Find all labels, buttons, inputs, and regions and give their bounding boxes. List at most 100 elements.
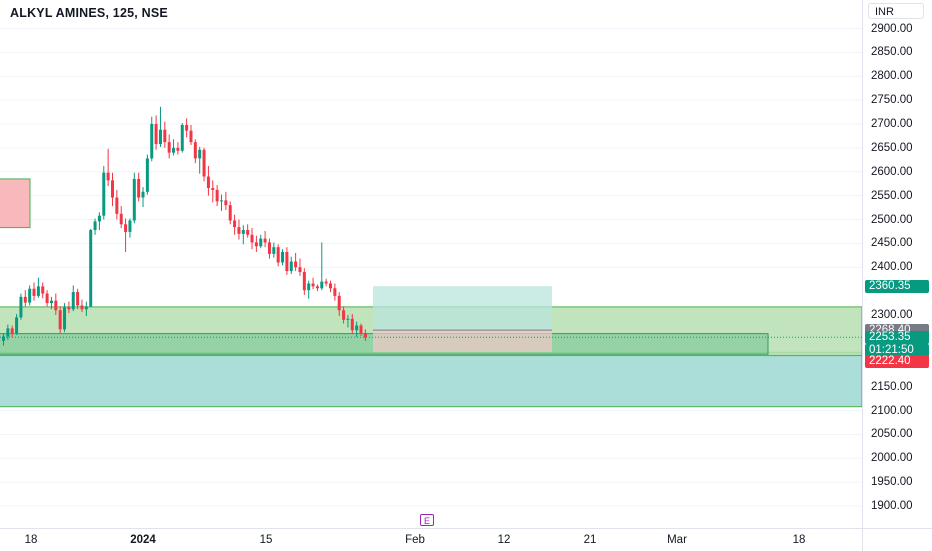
candle-body <box>49 300 53 304</box>
candle-body <box>324 281 328 284</box>
supply-zone <box>0 178 31 229</box>
candle-body <box>124 224 128 232</box>
price-tick-label: 2550.00 <box>871 189 913 202</box>
candle-body <box>302 272 306 291</box>
price-tick-label: 2750.00 <box>871 94 913 107</box>
candle-body <box>337 295 341 311</box>
time-tick-label: 21 <box>583 534 597 546</box>
price-tick-label: 2900.00 <box>871 22 913 35</box>
candle-body <box>150 124 154 159</box>
candle-body <box>163 129 167 143</box>
candle-body <box>333 288 337 296</box>
stop-price-label: 2222.40 <box>865 354 929 368</box>
price-tick-label: 1950.00 <box>871 476 913 489</box>
candle-body <box>176 147 180 151</box>
price-tick-label: 2300.00 <box>871 309 913 321</box>
candle-body <box>97 215 101 222</box>
candle-body <box>2 336 5 341</box>
candle-body <box>320 281 324 289</box>
candle-body <box>15 317 19 334</box>
candle-body <box>76 292 80 306</box>
candle-body <box>158 129 162 145</box>
candle-body <box>63 307 67 330</box>
price-tick-label: 2150.00 <box>871 380 913 393</box>
price-tick-label: 2100.00 <box>871 404 913 417</box>
time-tick-label: 2024 <box>130 534 156 546</box>
candle-body <box>93 221 97 231</box>
candle-body <box>259 238 263 247</box>
candle-body <box>28 288 32 303</box>
candle-body <box>285 251 289 272</box>
candle-body <box>246 230 250 235</box>
candle-body <box>233 220 237 228</box>
currency-selector[interactable]: INR <box>868 3 924 19</box>
candle-body <box>346 318 350 320</box>
candle-body <box>172 147 176 153</box>
time-tick-label: 12 <box>497 534 511 546</box>
candle-body <box>237 227 241 234</box>
time-tick-label: 18 <box>792 534 806 546</box>
time-tick-label: 15 <box>259 534 273 546</box>
candle-body <box>220 200 223 202</box>
candlestick-chart <box>0 28 862 507</box>
target-price-label: 2360.35 <box>865 279 929 293</box>
candle-body <box>189 130 193 143</box>
candle-body <box>137 178 141 198</box>
candle-body <box>106 172 110 181</box>
candle-body <box>294 261 298 268</box>
candle-body <box>224 200 228 206</box>
time-axis[interactable]: 18 2024 15 Feb 12 21 Mar 18 <box>0 528 862 551</box>
price-tick-label: 2800.00 <box>871 70 913 83</box>
candle-body <box>71 292 75 310</box>
candle-body <box>145 158 149 192</box>
price-tick-label: 2650.00 <box>871 141 913 154</box>
candle-body <box>102 172 106 216</box>
candle-body <box>193 142 197 159</box>
candle-body <box>67 307 71 310</box>
candle-body <box>19 296 23 318</box>
candle-body <box>359 325 363 334</box>
last-price-label: 2253.35 <box>865 330 929 344</box>
price-tick-label: 2450.00 <box>871 237 913 250</box>
candle-body <box>342 310 346 320</box>
candle-body <box>281 251 285 263</box>
candle-body <box>36 286 40 296</box>
price-axis[interactable]: 2900.00 2850.00 2800.00 2750.00 2700.00 2650.… <box>862 0 932 528</box>
candle-body <box>58 310 62 330</box>
candle-body <box>80 305 84 310</box>
candle-body <box>132 178 136 221</box>
price-tick-label: 2700.00 <box>871 118 913 130</box>
candle-body <box>119 213 123 225</box>
candle-body <box>363 333 367 338</box>
price-tick-label: 2850.00 <box>871 46 913 59</box>
price-tick-label: 2000.00 <box>871 452 913 465</box>
candle-body <box>6 328 10 337</box>
candle-body <box>241 230 245 234</box>
candle-body <box>54 300 58 311</box>
candle-body <box>211 187 215 190</box>
candle-body <box>250 234 254 243</box>
candle-body <box>167 142 171 153</box>
candle-body <box>154 124 158 145</box>
candle-body <box>198 149 202 159</box>
candle-body <box>10 328 14 334</box>
symbol-title[interactable]: ALKYL AMINES, 125, NSE <box>8 5 170 21</box>
price-tick-label: 1900.00 <box>871 500 913 512</box>
candle-body <box>111 180 114 198</box>
chart-plot-area[interactable]: ALKYL AMINES, 125, NSE <box>0 0 862 528</box>
candle-body <box>84 306 88 310</box>
candle-body <box>206 176 210 188</box>
earnings-marker[interactable]: E <box>420 514 434 526</box>
candle-body <box>45 293 49 304</box>
candle-body <box>128 220 132 232</box>
candle-body <box>115 197 119 214</box>
time-tick-label: 18 <box>24 534 38 546</box>
candle-body <box>350 318 354 331</box>
time-tick-label: Mar <box>667 534 687 546</box>
candle-body <box>355 325 359 331</box>
candle-body <box>180 124 184 151</box>
candle-body <box>228 205 232 221</box>
candle-body <box>202 149 206 177</box>
stop-box <box>373 330 552 353</box>
price-tick-label: 2400.00 <box>871 261 913 274</box>
